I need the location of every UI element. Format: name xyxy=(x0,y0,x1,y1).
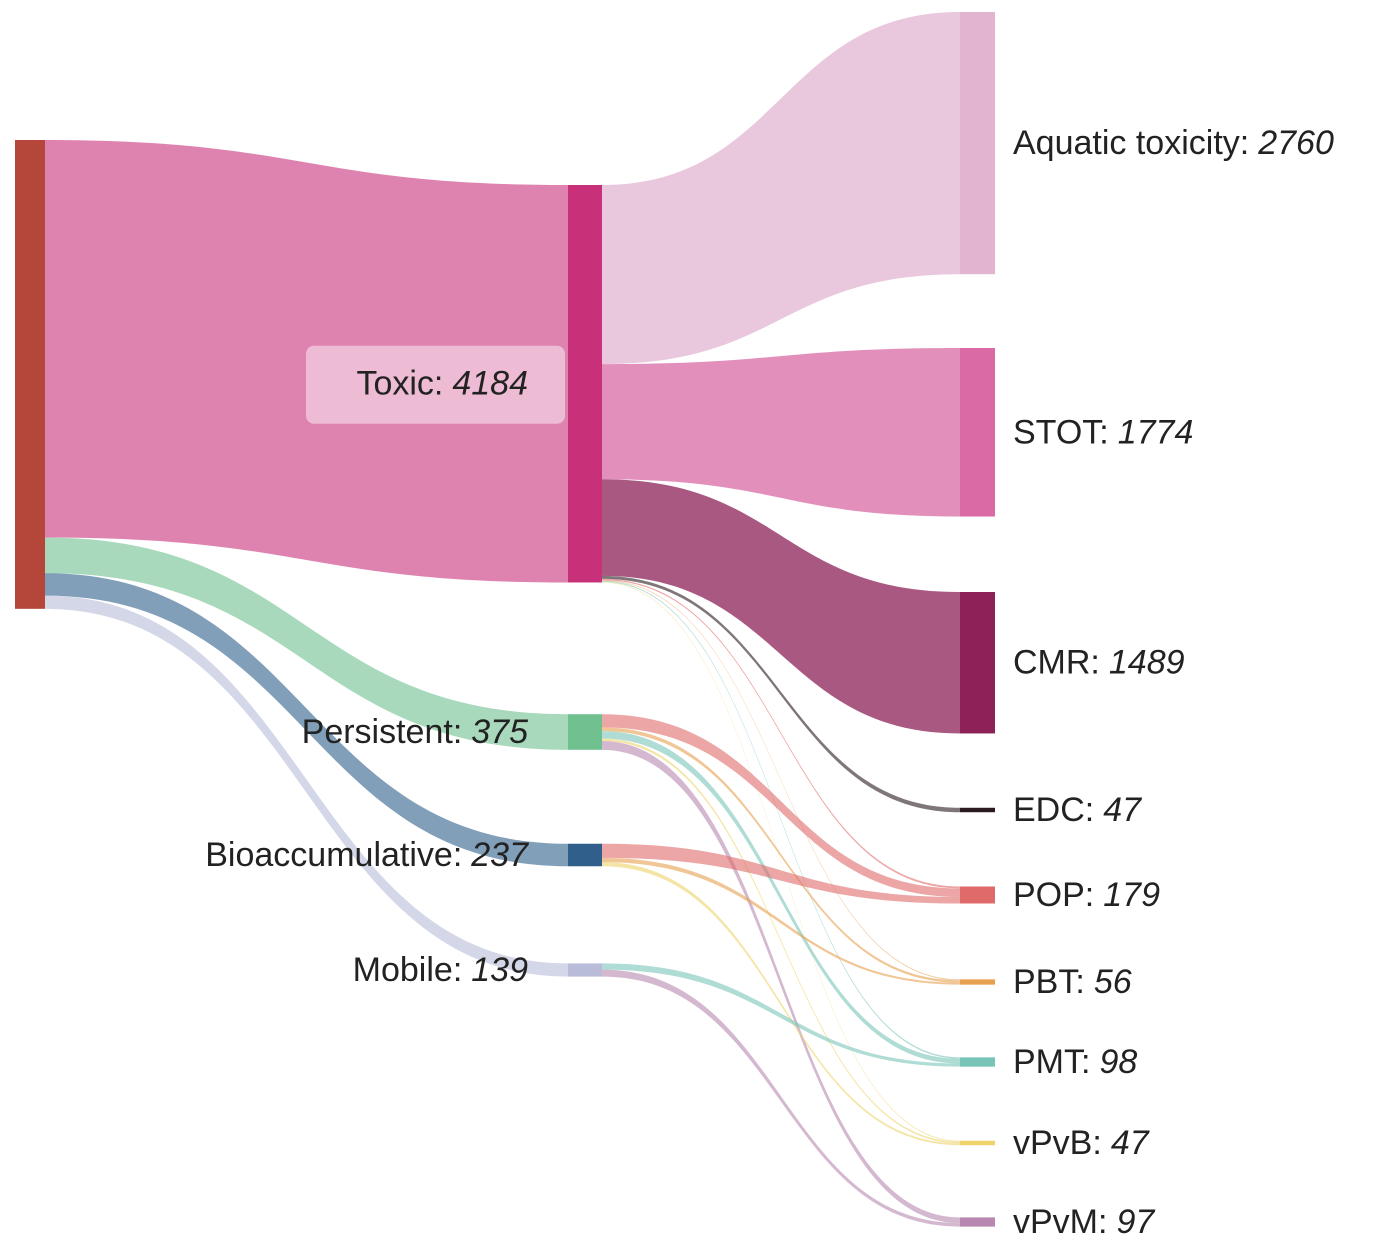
link xyxy=(602,857,960,985)
node-name: Persistent: xyxy=(302,713,463,751)
node-name: POP: xyxy=(1013,876,1094,914)
node-name: CMR: xyxy=(1013,644,1100,682)
node xyxy=(568,185,602,583)
link xyxy=(602,731,960,1064)
node-label: Mobile: 139 xyxy=(353,951,528,989)
link xyxy=(602,862,960,1146)
link xyxy=(602,843,960,904)
link xyxy=(602,479,960,734)
node-name: vPvB: xyxy=(1013,1124,1102,1162)
link xyxy=(602,581,960,1142)
node-value: 179 xyxy=(1103,876,1160,914)
link xyxy=(602,348,960,517)
node xyxy=(960,1140,995,1146)
node xyxy=(960,1057,995,1067)
node xyxy=(960,979,995,985)
nodes xyxy=(15,12,995,1227)
node-label: PMT: 98 xyxy=(1013,1043,1137,1081)
link xyxy=(602,575,960,813)
node xyxy=(15,140,45,609)
node-label: Aquatic toxicity: 2760 xyxy=(1013,124,1334,162)
node xyxy=(568,963,602,977)
node-label: PBT: 56 xyxy=(1013,963,1132,1001)
node-value: 56 xyxy=(1094,963,1132,1001)
node-label: Bioaccumulative: 237 xyxy=(205,836,529,874)
link xyxy=(45,595,568,977)
link xyxy=(602,578,960,889)
node-name: PBT: xyxy=(1013,963,1085,1001)
node-name: vPvM: xyxy=(1013,1203,1107,1241)
node xyxy=(960,807,995,813)
node-value: 98 xyxy=(1099,1043,1137,1081)
node xyxy=(960,592,995,734)
node-label: EDC: 47 xyxy=(1013,791,1142,829)
node-name: EDC: xyxy=(1013,791,1094,829)
node xyxy=(960,12,995,275)
node-name: Toxic: xyxy=(356,365,443,403)
label-box xyxy=(306,345,565,424)
link xyxy=(45,140,568,583)
node-name: PMT: xyxy=(1013,1043,1090,1081)
labels: Toxic: 4184 Persistent: 375 Bioaccumulative:… xyxy=(205,124,1334,1241)
node-value: 4184 xyxy=(452,365,528,403)
node-value: 139 xyxy=(471,951,528,989)
node xyxy=(568,714,602,750)
node-value: 97 xyxy=(1116,1203,1155,1241)
node-value: 1774 xyxy=(1118,413,1194,451)
link xyxy=(602,740,960,1224)
node-name: Mobile: xyxy=(353,951,463,989)
node-label: CMR: 1489 xyxy=(1013,644,1185,682)
node-label: vPvM: 97 xyxy=(1013,1203,1155,1241)
links xyxy=(45,12,960,1227)
node xyxy=(960,1217,995,1227)
node xyxy=(960,348,995,517)
node-name: STOT: xyxy=(1013,413,1109,451)
node-label: Toxic: 4184 xyxy=(356,365,528,403)
node xyxy=(960,886,995,904)
link xyxy=(602,580,960,1059)
link xyxy=(602,738,960,1144)
node-value: 1489 xyxy=(1109,644,1185,682)
link xyxy=(602,727,960,983)
node-label: STOT: 1774 xyxy=(1013,413,1193,451)
link xyxy=(45,537,568,750)
link xyxy=(602,12,960,365)
node xyxy=(568,843,602,867)
node-name: Aquatic toxicity: xyxy=(1013,124,1249,162)
link xyxy=(602,580,960,981)
node-value: 237 xyxy=(470,836,529,874)
link xyxy=(602,969,960,1227)
node-name: Bioaccumulative: xyxy=(205,836,462,874)
node-label: vPvB: 47 xyxy=(1013,1124,1150,1162)
node-label: Persistent: 375 xyxy=(302,713,528,751)
node-value: 47 xyxy=(1111,1124,1150,1162)
link xyxy=(45,573,568,867)
node-value: 2760 xyxy=(1257,124,1334,162)
link xyxy=(602,963,960,1067)
node-label: POP: 179 xyxy=(1013,876,1160,914)
link xyxy=(602,714,960,897)
node-value: 375 xyxy=(471,713,528,751)
node-value: 47 xyxy=(1103,791,1142,829)
